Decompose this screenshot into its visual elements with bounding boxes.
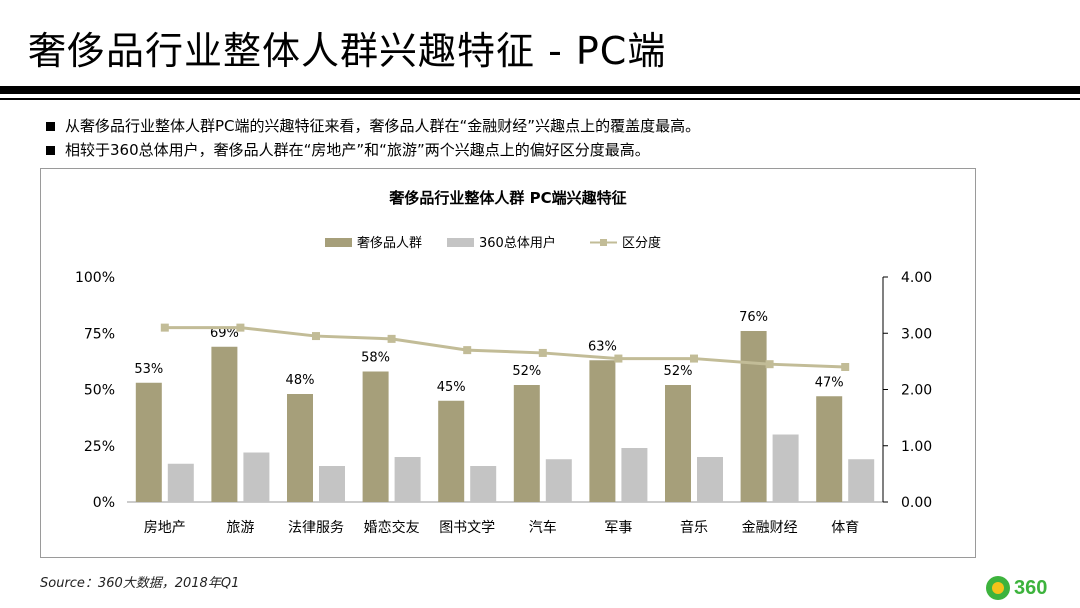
bullet-square-icon — [46, 121, 55, 131]
bar-data-label: 52% — [664, 364, 693, 379]
brand-logo: 360 — [986, 574, 1070, 602]
bullet-text: 相较于360总体用户，奢侈品人群在“房地产”和“旅游”两个兴趣点上的偏好区分度最… — [65, 141, 650, 159]
y-left-tick-label: 100% — [75, 270, 115, 286]
bar-luxury — [135, 382, 162, 502]
title-rule-thick — [0, 86, 1080, 94]
bullet-square-icon — [46, 145, 55, 155]
bar-data-label: 52% — [512, 364, 541, 379]
logo-text: 360 — [1014, 576, 1048, 599]
bar-luxury — [513, 385, 540, 502]
y-right-tick-label: 3.00 — [901, 326, 932, 342]
legend-label: 奢侈品人群 — [357, 236, 422, 251]
bar-data-label: 63% — [588, 339, 617, 354]
bar-luxury — [211, 346, 238, 502]
bar-luxury — [665, 385, 691, 502]
bar-luxury — [589, 360, 616, 502]
legend-label: 360总体用户 — [479, 235, 556, 251]
distinction-point — [312, 332, 320, 341]
x-tick-label: 军事 — [604, 520, 632, 536]
distinction-line — [164, 326, 846, 369]
y-left-tick-label: 0% — [93, 495, 115, 511]
bar-overall — [545, 459, 572, 502]
distinction-point — [690, 354, 698, 363]
x-tick-label: 旅游 — [226, 520, 254, 536]
distinction-point — [463, 346, 472, 355]
bar-overall — [167, 463, 194, 502]
y-left-tick-label: 75% — [84, 326, 115, 342]
legend-swatch-luxury — [325, 238, 352, 247]
bullet-text: 从奢侈品行业整体人群PC端的兴趣特征来看，奢侈品人群在“金融财经”兴趣点上的覆盖… — [65, 117, 701, 135]
distinction-point — [160, 323, 169, 332]
distinction-point — [538, 348, 547, 357]
distinction-point — [841, 363, 850, 371]
bar-luxury — [740, 331, 767, 502]
bar-overall — [621, 448, 648, 502]
distinction-point — [387, 334, 396, 343]
x-tick-label: 体育 — [831, 520, 859, 536]
source-note: Source：360大数据，2018年Q1 — [40, 576, 240, 591]
title-rule-thin — [0, 98, 1080, 100]
bar-data-label: 53% — [134, 362, 163, 377]
bar-overall — [394, 457, 421, 502]
logo-ball-icon — [986, 576, 1010, 600]
bullet-item: 从奢侈品行业整体人群PC端的兴趣特征来看，奢侈品人群在“金融财经”兴趣点上的覆盖… — [46, 114, 700, 138]
x-tick-label: 金融财经 — [742, 520, 798, 536]
bar-data-label: 48% — [286, 373, 315, 388]
y-right-tick-label: 4.00 — [901, 270, 932, 286]
bar-luxury — [438, 400, 465, 502]
bar-data-label: 45% — [437, 380, 466, 395]
bar-overall — [243, 452, 270, 502]
bar-luxury — [816, 396, 843, 502]
bar-data-label: 47% — [815, 375, 844, 390]
y-right-tick-label: 2.00 — [901, 383, 932, 399]
bar-data-label: 58% — [361, 351, 390, 366]
distinction-point — [614, 354, 623, 363]
y-left-tick-label: 25% — [84, 439, 115, 455]
bar-overall — [319, 466, 345, 502]
bullet-item: 相较于360总体用户，奢侈品人群在“房地产”和“旅游”两个兴趣点上的偏好区分度最… — [46, 138, 700, 162]
distinction-point — [236, 323, 245, 332]
y-left-tick-label: 50% — [84, 383, 115, 399]
legend-swatch-overall — [447, 238, 474, 247]
bar-luxury — [362, 371, 389, 502]
page-title: 奢侈品行业整体人群兴趣特征 - PC端 — [28, 29, 667, 73]
legend-label: 区分度 — [622, 235, 661, 251]
bullet-list: 从奢侈品行业整体人群PC端的兴趣特征来看，奢侈品人群在“金融财经”兴趣点上的覆盖… — [46, 114, 700, 162]
bar-data-label: 69% — [210, 326, 239, 341]
distinction-point — [765, 360, 774, 369]
bar-overall — [470, 466, 497, 502]
bar-overall — [697, 457, 723, 502]
y-right-tick-label: 1.00 — [901, 439, 932, 455]
x-tick-label: 音乐 — [680, 519, 708, 536]
x-tick-label: 房地产 — [144, 520, 186, 536]
x-tick-label: 法律服务 — [288, 520, 344, 536]
chart-container: 奢侈品行业整体人群 PC端兴趣特征奢侈品人群 360总体用户 区分度 0% 25% 50%… — [40, 168, 976, 558]
legend-marker-distinction — [600, 239, 607, 246]
bar-overall — [772, 434, 799, 502]
bar-luxury — [287, 394, 313, 502]
bar-overall — [848, 459, 875, 502]
x-tick-label: 图书文学 — [439, 520, 495, 536]
bar-data-label: 76% — [739, 310, 768, 325]
y-right-tick-label: 0.00 — [901, 495, 932, 511]
x-tick-label: 汽车 — [529, 519, 557, 536]
x-tick-label: 婚恋交友 — [364, 519, 420, 536]
chart-title: 奢侈品行业整体人群 PC端兴趣特征 — [388, 189, 626, 207]
